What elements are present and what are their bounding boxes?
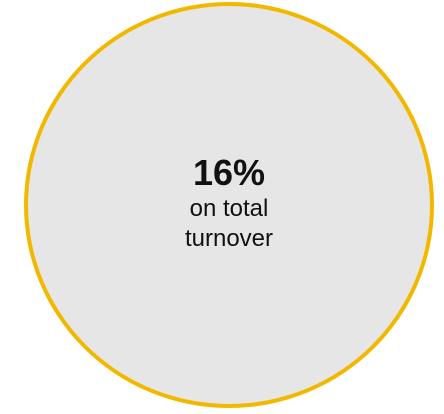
stat-value: 16% — [192, 152, 266, 193]
stat-text: 16% on total turnover — [28, 152, 430, 254]
stat-caption-line-1: on total — [189, 195, 269, 222]
stat-caption-line-2: turnover — [184, 225, 274, 252]
circle-shape: 16% on total turnover — [24, 2, 434, 408]
